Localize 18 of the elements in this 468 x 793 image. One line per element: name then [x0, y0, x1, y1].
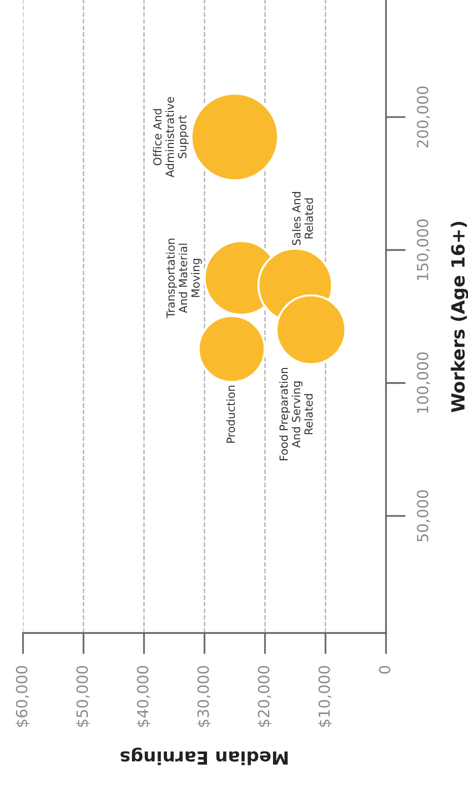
y-tick-label: 200,000	[416, 86, 430, 148]
x-tick-label: $30,000	[197, 666, 211, 727]
x-tick-label: $50,000	[76, 666, 90, 727]
text: Production	[226, 386, 235, 443]
text: Food Preparation And Serving Related	[279, 368, 313, 460]
y-tick-label: 50,000	[416, 490, 430, 542]
text: Sales And Related	[292, 192, 314, 246]
x-tick-label: $20,000	[258, 666, 272, 727]
x-tick-label: $60,000	[16, 666, 30, 727]
x-tick-label: $40,000	[136, 666, 150, 727]
text: Transportation And Material Moving	[166, 238, 202, 318]
y-axis-title: Workers (Age 16+)	[450, 222, 468, 412]
y-tick-label: 100,000	[416, 352, 430, 413]
x-tick-label: $10,000	[318, 666, 332, 727]
x-tick-label: 0	[378, 666, 390, 674]
y-tick-label: 150,000	[416, 219, 430, 280]
x-axis-title: Median Earnings	[120, 748, 288, 766]
text: Office And Administrative Support	[152, 97, 189, 178]
